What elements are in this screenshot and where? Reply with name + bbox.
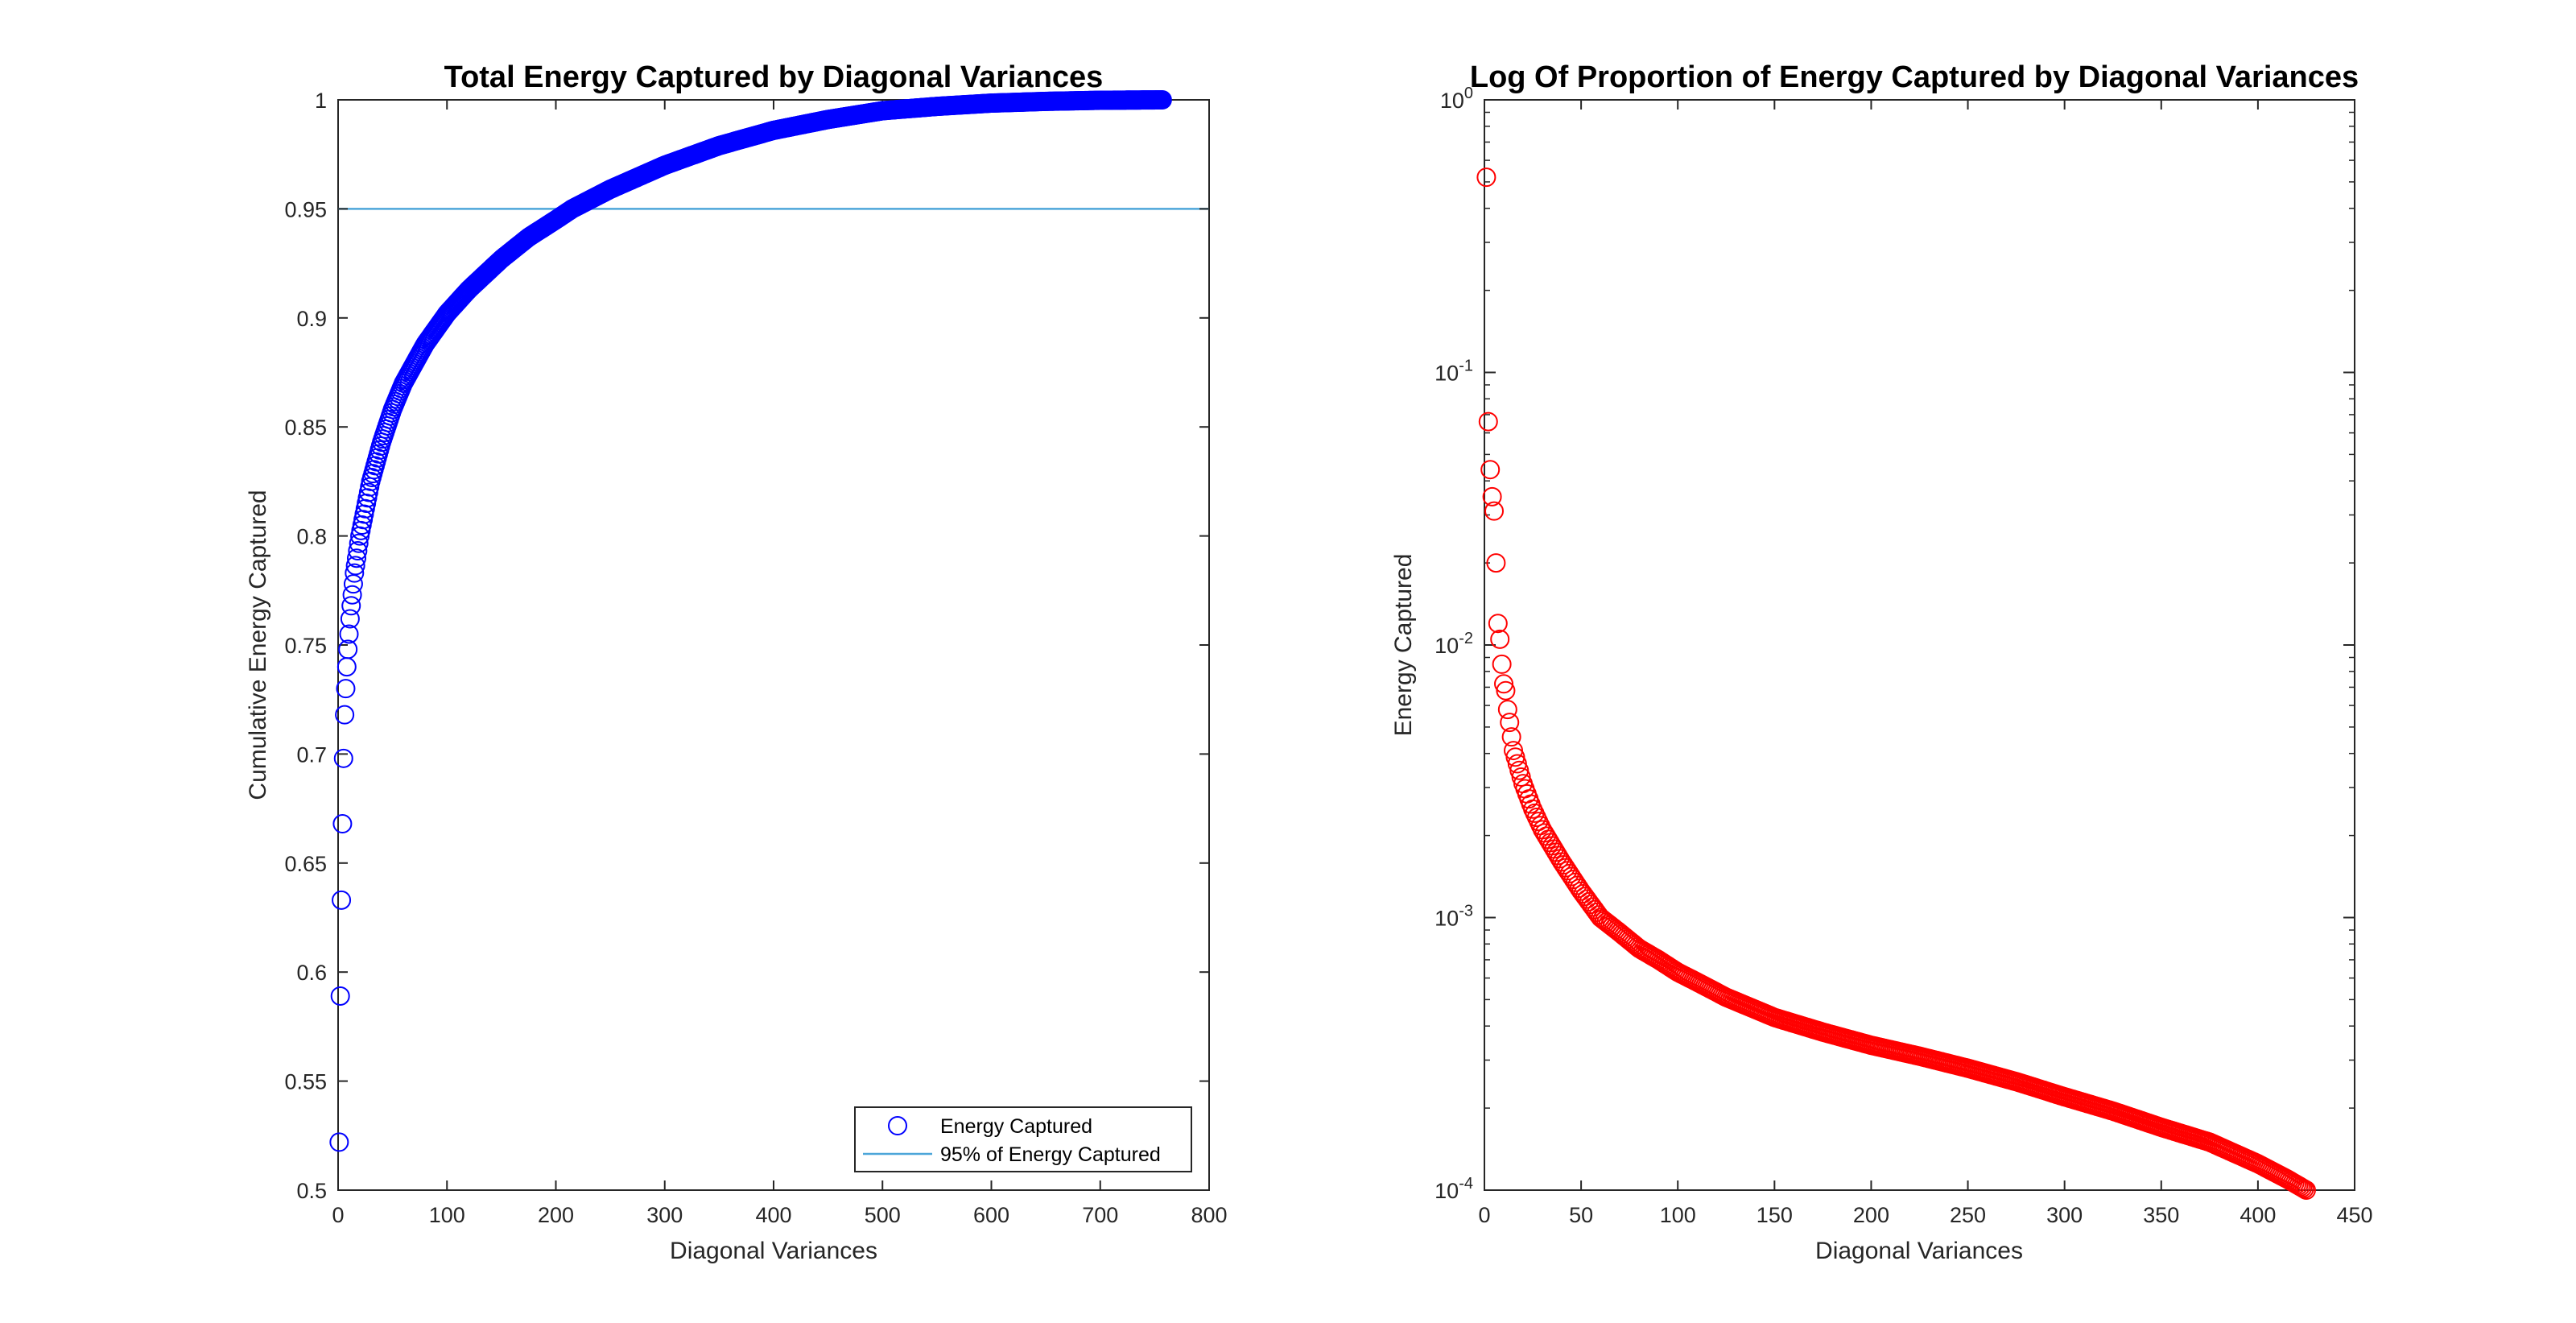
data-point	[342, 585, 362, 605]
data-point	[1484, 501, 1505, 521]
x-tick-label: 450	[2336, 1203, 2372, 1227]
x-tick-label: 800	[1191, 1203, 1227, 1227]
data-point	[1480, 460, 1501, 480]
axes-box	[337, 99, 1210, 1191]
x-tick-label: 700	[1082, 1203, 1118, 1227]
x-tick-label: 100	[429, 1203, 465, 1227]
chart-title: Total Energy Captured by Diagonal Varian…	[444, 60, 1104, 94]
x-tick-label: 100	[1660, 1203, 1696, 1227]
data-point	[338, 639, 358, 659]
y-tick-label: 10-3	[1435, 903, 1473, 931]
x-tick-label: 350	[2143, 1203, 2179, 1227]
x-tick-label: 500	[865, 1203, 901, 1227]
x-tick-label: 400	[755, 1203, 791, 1227]
chart-log-energy: Log Of Proportion of Energy Captured by …	[1390, 60, 2373, 1264]
chart-cumulative-energy: Total Energy Captured by Diagonal Varian…	[245, 60, 1228, 1264]
data-point	[1482, 486, 1502, 506]
energy-points	[1476, 167, 2316, 1200]
data-point	[1501, 727, 1521, 747]
legend-label-95: 95% of Energy Captured	[940, 1143, 1161, 1166]
x-ticks: 0 100 200 300 400 500 600 700 800	[332, 100, 1228, 1227]
x-axis-label: Diagonal Variances	[1815, 1238, 2023, 1264]
x-tick-label: 300	[646, 1203, 683, 1227]
data-point	[1486, 553, 1506, 573]
data-point	[329, 1132, 349, 1152]
data-point	[339, 624, 359, 644]
data-point	[1478, 411, 1498, 432]
x-tick-label: 250	[1950, 1203, 1986, 1227]
x-tick-label: 50	[1569, 1203, 1593, 1227]
x-tick-label: 200	[538, 1203, 574, 1227]
x-tick-label: 600	[973, 1203, 1009, 1227]
y-ticks: 0.5 0.55 0.6 0.65 0.7 0.75 0.8 0.85 0.9 0.95 1	[284, 89, 1209, 1203]
data-point	[343, 574, 363, 594]
y-axis-label: Cumulative Energy Captured	[245, 490, 271, 800]
x-tick-label: 400	[2240, 1203, 2276, 1227]
data-point	[332, 890, 352, 910]
data-point	[1497, 700, 1517, 720]
data-point	[1152, 90, 1172, 110]
data-point	[1500, 713, 1520, 733]
y-tick-label: 0.65	[284, 852, 327, 876]
data-point	[345, 556, 365, 576]
data-point	[2290, 1176, 2310, 1197]
y-tick-label: 10-4	[1435, 1175, 1473, 1203]
data-point	[332, 814, 353, 834]
y-ticks: 10-4 10-3 10-2 10-1 100	[1435, 85, 2355, 1203]
legend: Energy Captured 95% of Energy Captured	[854, 1106, 1192, 1172]
x-tick-label: 200	[1853, 1203, 1889, 1227]
y-tick-label: 0.5	[296, 1179, 327, 1203]
data-point	[1476, 167, 1496, 188]
data-point	[2294, 1179, 2314, 1199]
x-tick-label: 0	[1478, 1203, 1490, 1227]
y-tick-label: 0.75	[284, 634, 327, 658]
data-point	[1490, 629, 1510, 649]
y-axis-label: Energy Captured	[1390, 554, 1417, 737]
data-point	[1494, 674, 1514, 694]
y-tick-label: 0.85	[284, 416, 327, 440]
data-point	[1492, 654, 1512, 674]
y-tick-label: 0.7	[296, 742, 327, 767]
legend-marker-energy	[888, 1116, 907, 1135]
data-point	[1488, 614, 1508, 634]
data-point	[330, 986, 350, 1006]
y-tick-label: 1	[315, 89, 327, 113]
y-tick-label: 0.8	[296, 525, 327, 549]
y-tick-label: 10-2	[1435, 630, 1473, 658]
chart-title: Log Of Proportion of Energy Captured by …	[1470, 60, 2359, 94]
data-point	[1496, 680, 1516, 701]
energy-captured-points	[329, 90, 1172, 1152]
y-tick-label: 100	[1440, 85, 1473, 113]
data-point	[336, 679, 356, 699]
y-tick-label: 0.55	[284, 1070, 327, 1094]
legend-label-energy: Energy Captured	[940, 1115, 1092, 1138]
x-tick-label: 0	[332, 1203, 344, 1227]
data-point	[348, 541, 368, 561]
data-point	[335, 705, 355, 725]
y-tick-label: 0.9	[296, 307, 327, 331]
data-point	[340, 609, 360, 629]
data-point	[346, 548, 366, 568]
y-tick-label: 10-1	[1435, 358, 1473, 386]
y-tick-label: 0.95	[284, 197, 327, 221]
data-point	[2296, 1180, 2316, 1200]
x-axis-label: Diagonal Variances	[670, 1238, 877, 1264]
data-point	[2293, 1178, 2313, 1198]
x-ticks: 0 50 100 150 200 250 300 350 400 450	[1478, 100, 2373, 1227]
x-tick-label: 150	[1757, 1203, 1793, 1227]
data-point	[336, 657, 357, 677]
y-tick-label: 0.6	[296, 961, 327, 985]
data-point	[345, 563, 365, 583]
data-point	[341, 596, 361, 616]
legend-box	[854, 1106, 1192, 1172]
axes-box	[1484, 99, 2355, 1191]
data-point	[349, 533, 369, 553]
x-tick-label: 300	[2046, 1203, 2083, 1227]
data-point	[333, 748, 353, 768]
